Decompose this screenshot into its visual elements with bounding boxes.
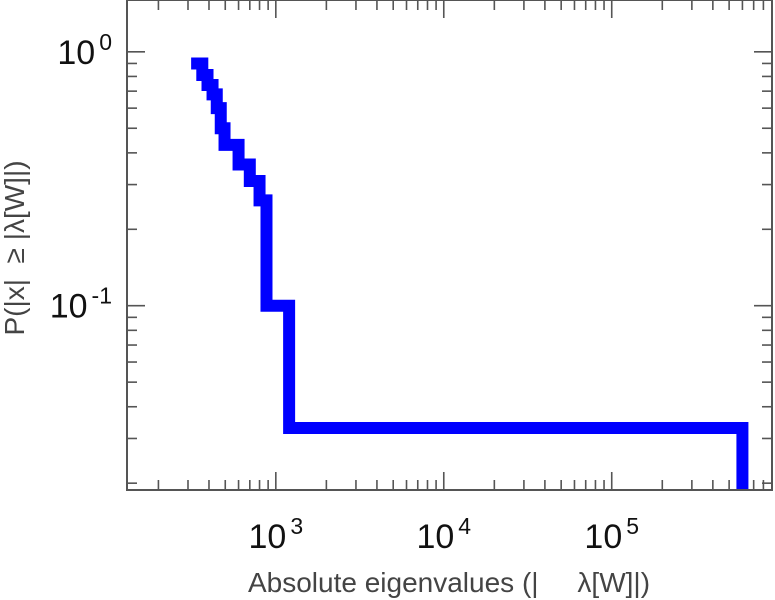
plot-frame [126, 0, 773, 491]
major-ticks [127, 0, 772, 490]
tick-label-exponent: 5 [626, 513, 639, 539]
y-axis-title: P(|x| ≥ |λ[W]|) [0, 160, 30, 335]
tick-label-exponent: -1 [92, 283, 112, 309]
tick-labels: 10 3 10 4 10 510 010 -1 [50, 29, 639, 556]
tick-label-exponent: 0 [99, 29, 112, 55]
tick-label-x-5: 10 5 [584, 513, 639, 556]
series-line-0 [191, 57, 749, 490]
tick-label-y--1: 10 -1 [50, 283, 112, 326]
x-axis-title: Absolute eigenvalues (| λ[W]|) [248, 567, 650, 598]
minor-ticks [127, 0, 773, 490]
tick-label-exponent: 4 [458, 513, 471, 539]
tick-label-base: 10 [416, 518, 454, 556]
tick-label-y-0: 10 0 [57, 29, 112, 72]
data-layer [191, 57, 749, 490]
tick-label-exponent: 3 [290, 513, 303, 539]
tick-label-base: 10 [249, 518, 287, 556]
tick-label-x-4: 10 4 [416, 513, 471, 556]
tick-label-x-3: 10 3 [249, 513, 304, 556]
tick-label-base: 10 [50, 288, 88, 326]
tick-label-base: 10 [584, 518, 622, 556]
tick-label-base: 10 [57, 34, 95, 72]
